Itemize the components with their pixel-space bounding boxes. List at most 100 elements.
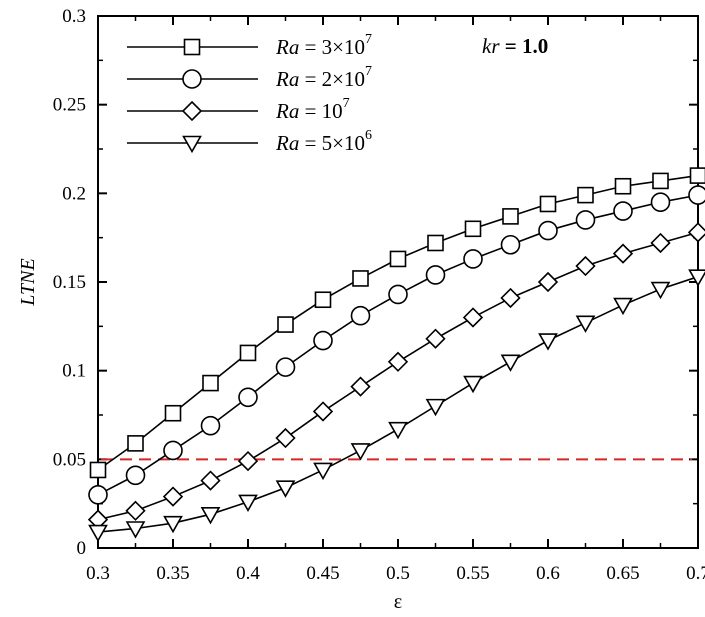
data-point: [239, 344, 257, 362]
data-point: [238, 387, 258, 408]
data-point: [613, 201, 633, 221]
data-point: [577, 186, 594, 204]
data-point: [164, 404, 182, 422]
data-point: [538, 220, 558, 241]
data-point: [275, 427, 296, 449]
data-point: [313, 462, 333, 481]
x-tick-label: 0.4: [236, 563, 260, 584]
axis-tick-labels: 0.3 0.35 0.4 0.45 0.5 0.55 0.6 0.65 0.7 0 0.05 0.1 0…: [53, 6, 705, 584]
series-diamond: [87, 222, 705, 530]
data-point: [388, 421, 408, 440]
data-point: [650, 232, 671, 254]
data-point: [313, 330, 333, 351]
legend-marker: [182, 135, 202, 154]
data-point: [162, 486, 184, 507]
data-point: [202, 374, 219, 392]
legend-label: Ra = 3×107: [275, 32, 372, 59]
y-tick-label: 0.15: [53, 272, 86, 293]
plot-frame: [97, 15, 699, 549]
x-tick-label: 0.6: [536, 563, 560, 584]
data-point: [200, 507, 221, 525]
kr-annotation-value: = 1.0: [500, 34, 549, 58]
y-tick-label: 0.3: [62, 6, 86, 27]
data-point: [575, 315, 596, 333]
x-tick-label: 0.7: [686, 563, 705, 584]
data-point: [688, 269, 705, 287]
data-point: [462, 307, 484, 328]
y-tick-label: 0.2: [62, 183, 86, 204]
data-point: [500, 234, 521, 255]
data-point: [88, 484, 108, 505]
data-point: [464, 220, 482, 238]
data-point: [88, 524, 108, 543]
data-point: [575, 210, 596, 230]
series-line: [97, 231, 699, 521]
legend: Ra = 3×107 Ra = 2×107 Ra = 107 Ra = 5×106: [127, 32, 372, 155]
data-point: [689, 167, 705, 184]
y-tick-label: 0: [77, 538, 87, 559]
x-tick-label: 0.55: [456, 563, 489, 584]
data-point: [425, 265, 446, 285]
data-point: [125, 521, 146, 539]
data-point: [652, 172, 669, 190]
data-point: [614, 177, 632, 195]
legend-marker: [183, 38, 201, 56]
data-point: [238, 494, 258, 513]
x-tick-label: 0.65: [606, 563, 639, 584]
x-tick-label: 0.45: [306, 563, 339, 584]
data-point: [388, 284, 408, 305]
data-point: [538, 333, 558, 351]
legend-label: Ra = 107: [275, 96, 350, 123]
data-point: [350, 305, 371, 326]
x-tick-label: 0.3: [86, 563, 110, 584]
data-point: [277, 316, 294, 333]
data-point: [502, 208, 519, 225]
data-point: [650, 281, 671, 300]
data-point: [352, 270, 369, 287]
data-point: [200, 470, 221, 491]
kr-annotation: kr = 1.0: [482, 34, 548, 58]
data-point: [387, 351, 409, 372]
data-point: [425, 398, 446, 417]
data-point: [427, 234, 444, 252]
data-point: [312, 401, 334, 422]
x-tick-label: 0.5: [386, 563, 410, 584]
data-point: [275, 480, 296, 498]
legend-marker: [182, 69, 202, 89]
data-point: [500, 354, 521, 372]
data-point: [200, 415, 221, 436]
data-point: [463, 375, 483, 394]
data-point: [314, 291, 332, 309]
series-circle: [88, 185, 705, 505]
series-line: [97, 275, 699, 533]
data-point: [350, 443, 371, 461]
data-point: [389, 250, 407, 268]
data-point: [125, 500, 146, 521]
data-point: [89, 461, 107, 479]
data-point: [650, 192, 671, 212]
data-point: [688, 185, 705, 205]
series-line: [97, 194, 699, 496]
data-point: [163, 515, 183, 534]
data-point: [275, 357, 296, 377]
y-tick-label: 0.25: [53, 95, 86, 116]
y-axis-title: LTNE: [17, 258, 39, 306]
x-axis-title: ε: [394, 591, 402, 613]
data-point: [575, 255, 596, 277]
data-point: [500, 287, 521, 309]
y-tick-label: 0.1: [62, 361, 86, 382]
y-tick-label: 0.05: [53, 449, 86, 470]
legend-label: Ra = 5×106: [275, 128, 372, 155]
kr-annotation-var: kr: [482, 34, 500, 58]
data-point: [125, 465, 146, 486]
data-point: [537, 271, 559, 293]
data-point: [539, 195, 557, 213]
series-layer: [87, 167, 705, 543]
series-triangle-down: [88, 269, 705, 543]
legend-marker: [181, 100, 203, 122]
data-point: [425, 328, 446, 349]
data-point: [613, 297, 633, 316]
data-point: [237, 450, 259, 472]
data-point: [687, 222, 705, 243]
